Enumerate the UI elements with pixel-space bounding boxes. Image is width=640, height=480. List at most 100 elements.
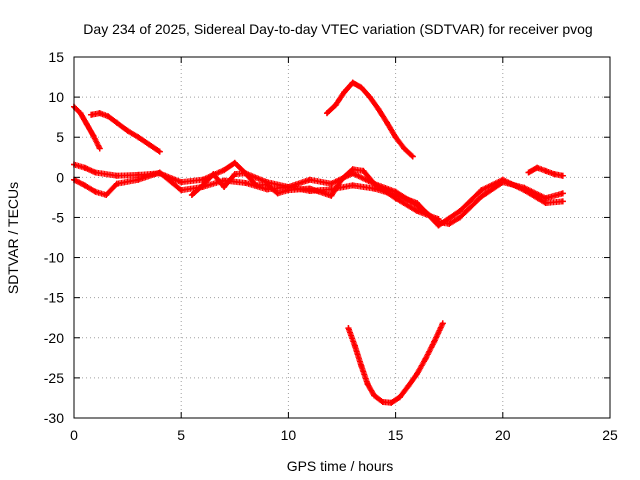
series-arc-6 [71,169,566,229]
data-point [435,216,442,223]
data-point [77,110,84,117]
x-tick-label: 25 [602,427,618,443]
data-point [542,200,549,207]
data-point [242,179,249,186]
data-point [371,180,378,187]
data-point [96,145,103,152]
x-tick-label: 0 [70,427,78,443]
y-axis-label: SDTVAR / TECUs [5,182,21,294]
data-point [559,190,566,197]
data-point [478,193,485,200]
data-point [551,171,558,178]
data-point [396,394,403,401]
data-point [414,200,421,207]
data-point [388,399,395,406]
data-point [431,338,438,345]
data-point [341,89,348,96]
data-point [113,119,120,126]
data-point [358,84,365,91]
data-point [124,127,131,134]
data-point [456,208,463,215]
data-point [559,172,566,179]
y-tick-label: -20 [44,330,64,346]
data-point [221,183,228,190]
data-point [401,145,408,152]
data-point [414,370,421,377]
data-point [439,320,446,327]
y-tick-label: -30 [44,410,64,426]
data-point [274,190,281,197]
y-tick-label: -5 [52,209,65,225]
y-tick-label: -10 [44,250,64,266]
x-axis-label: GPS time / hours [287,458,394,474]
data-point [135,176,142,183]
series-arc-4 [345,320,446,406]
data-point [263,181,270,188]
data-point [349,182,356,189]
data-point [178,187,185,194]
data-point [188,191,195,198]
data-point [96,110,103,117]
data-point [88,111,95,118]
y-tick-label: 10 [48,89,64,105]
series-arc-3 [323,79,416,160]
data-point [349,79,356,86]
data-point [199,176,206,183]
data-point [409,153,416,160]
data-point [178,179,185,186]
chart-title: Day 234 of 2025, Sidereal Day-to-day VTE… [83,21,592,37]
data-point [105,113,112,120]
x-tick-label: 10 [281,427,297,443]
data-point [456,214,463,221]
data-point [92,188,99,195]
data-point [92,169,99,176]
data-point [146,141,153,148]
data-point [542,167,549,174]
data-point [135,134,142,141]
y-tick-label: 5 [56,129,64,145]
data-point [231,159,238,166]
data-point [113,180,120,187]
data-point [499,176,506,183]
data-point [328,180,335,187]
data-point [328,192,335,199]
data-point [81,182,88,189]
data-point [83,121,90,128]
data-point [90,132,97,139]
data-point [392,195,399,202]
x-tick-label: 5 [177,427,185,443]
series-arc-7 [188,166,442,223]
y-tick-label: -15 [44,290,64,306]
data-point [332,102,339,109]
data-point [323,110,330,117]
data-point [375,106,382,113]
data-point [405,382,412,389]
data-point [339,175,345,182]
data-point [242,170,249,177]
data-point [253,182,260,189]
plot-frame [73,56,611,419]
data-point [351,342,358,349]
data-point [435,222,442,229]
data-point [358,362,365,369]
data-point [379,398,386,405]
data-point [306,185,313,192]
data-point [525,169,532,176]
data-point [210,171,217,178]
data-point [366,94,373,101]
data-point [559,198,566,205]
data-point [345,325,352,332]
data-point [360,167,367,174]
y-tick-label: 0 [56,169,64,185]
data-point [113,172,120,179]
data-point [364,381,371,388]
data-point [349,166,356,173]
data-point [156,169,163,176]
x-tick-label: 15 [388,427,404,443]
data-point [384,119,391,126]
series-arc-2 [88,110,163,155]
data-point [231,171,238,178]
data-point [371,392,378,399]
tick-layer: 0 5 10 15 20 25 15 10 5 0 -5 -10 -15 -20 -25 -30 [44,49,618,443]
